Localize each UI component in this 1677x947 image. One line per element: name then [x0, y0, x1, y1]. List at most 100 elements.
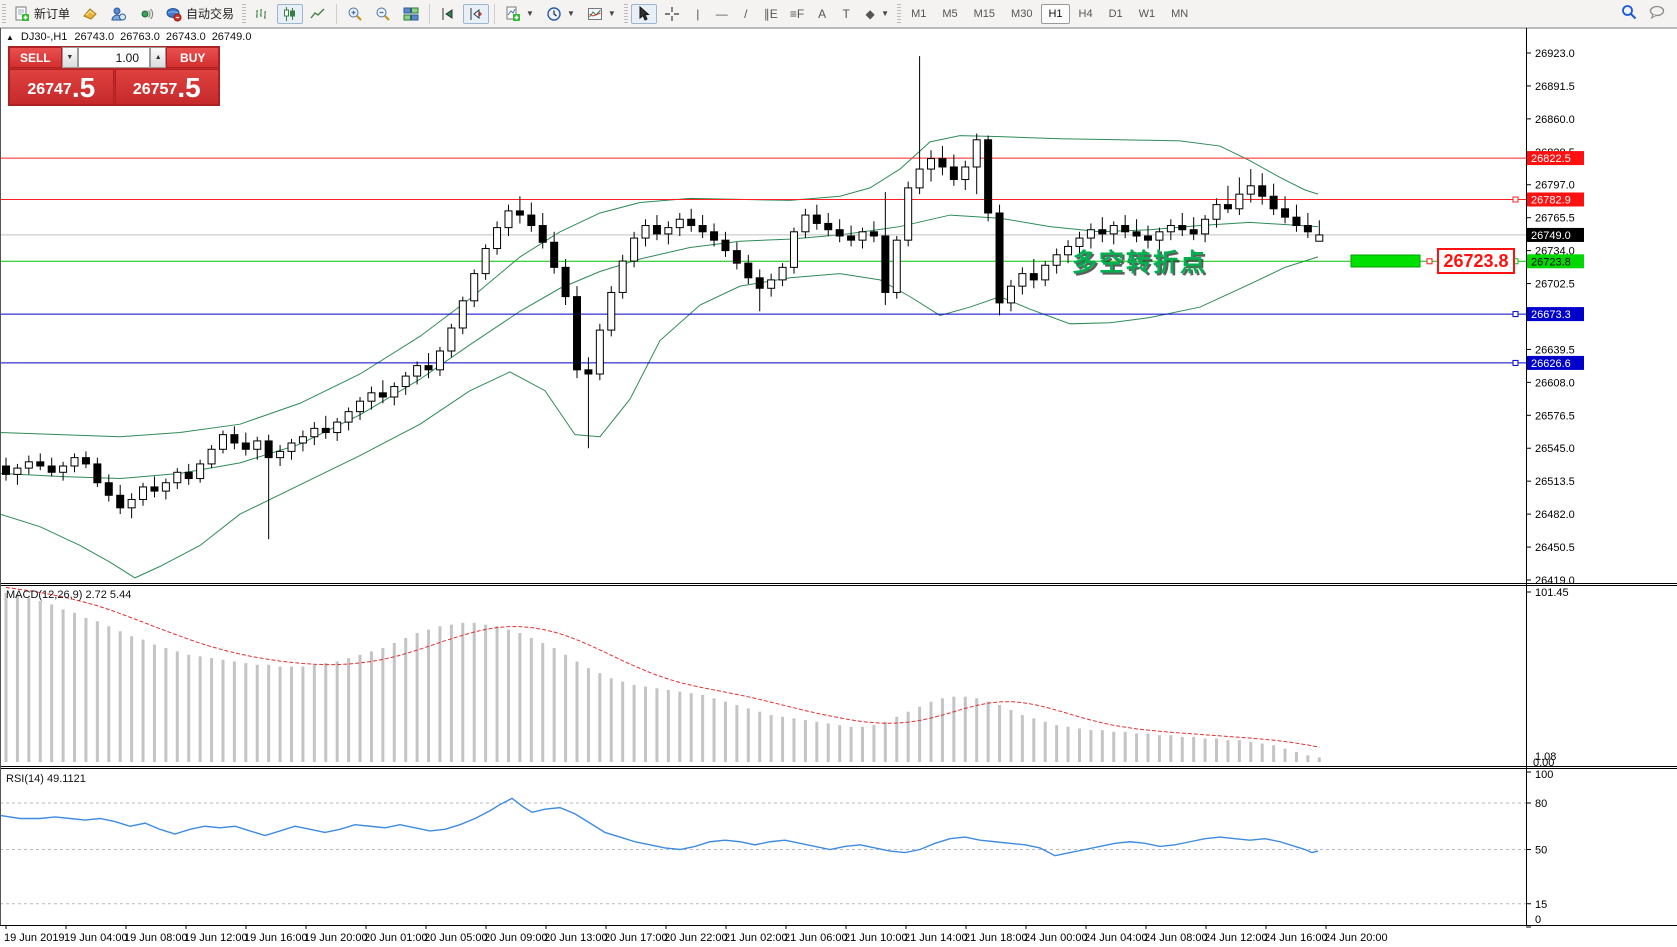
new-order-button[interactable]: 新订单	[9, 4, 75, 24]
line-chart-icon	[310, 8, 325, 18]
level-lines-layer[interactable]	[0, 157, 1526, 366]
price-marker-box	[1527, 227, 1584, 242]
toolbar-grip[interactable]	[2, 3, 6, 24]
price-callout-label[interactable]: 26723.8	[1437, 248, 1515, 274]
tile-windows-button[interactable]	[398, 4, 424, 24]
timeframe-h1-button[interactable]: H1	[1041, 3, 1070, 24]
price-axis[interactable]: 26923.026891.526860.026828.526797.026765…	[1526, 48, 1584, 587]
fibonacci-retracement-tool-button[interactable]: ≡F	[785, 4, 809, 24]
bear-candle	[264, 440, 273, 459]
chat-button[interactable]	[1644, 2, 1670, 22]
auto-scroll-button[interactable]	[435, 4, 461, 24]
trendline-tool-button[interactable]: /	[735, 4, 757, 24]
price-marker-box	[1527, 307, 1584, 322]
sell-price-display[interactable]: 26747 .5	[9, 69, 114, 105]
time-tick-label: 19 Jun 16:00	[244, 932, 308, 944]
volume-decrease-button[interactable]: ▼	[61, 47, 78, 68]
text-label-icon: T	[842, 6, 850, 21]
cursor-tool-button[interactable]	[630, 3, 657, 24]
line-chart-button[interactable]	[305, 4, 331, 24]
indicators-button[interactable]: ▼	[500, 4, 539, 24]
add-indicator-icon	[506, 6, 521, 21]
arrows-icon: ◆	[865, 6, 875, 21]
bar-chart-button[interactable]	[249, 4, 275, 24]
bull-candle	[493, 227, 502, 250]
macd-axis-zero: 0.00	[1533, 757, 1554, 769]
bull-candle	[675, 218, 684, 229]
bull-candle	[927, 158, 936, 170]
chart-text-annotation[interactable]: 多空转折点	[1072, 249, 1208, 277]
bear-candle	[150, 486, 159, 492]
timeframe-m15-button[interactable]: M15	[973, 7, 996, 20]
buy-button[interactable]: BUY	[166, 47, 219, 68]
profile-button[interactable]	[105, 4, 131, 24]
bull-candle	[356, 400, 365, 413]
chart-title: ▲ DJ30-,H1 26743.0 26763.0 26743.0 26749…	[6, 31, 251, 43]
buy-price-display[interactable]: 26757 .5	[114, 69, 219, 105]
timeframe-m1-button[interactable]: M1	[911, 7, 927, 20]
bull-candle	[139, 486, 148, 500]
bollinger-lower-band	[0, 256, 1319, 579]
bull-candle	[789, 231, 798, 268]
bear-candle	[573, 296, 581, 371]
crosshair-tool-button[interactable]	[659, 4, 685, 24]
time-tick-label: 24 Jun 12:00	[1204, 932, 1268, 944]
equidistant-channel-tool-button[interactable]: ∥E	[759, 4, 783, 24]
rsi-axis-label: 80	[1535, 798, 1547, 810]
one-click-trading-panel: SELL ▼ ▲ BUY 26747 .5 26757 .5	[8, 46, 220, 106]
timeframe-m5-button[interactable]: M5	[942, 7, 958, 20]
templates-button[interactable]: ▼	[582, 4, 621, 24]
bear-candle	[1292, 216, 1301, 227]
periods-button[interactable]: ▼	[541, 4, 580, 24]
search-button[interactable]	[1616, 2, 1642, 22]
dropdown-arrow-icon: ▼	[566, 9, 575, 18]
bull-candle	[310, 427, 319, 438]
vertical-line-tool-button[interactable]: |	[687, 4, 709, 24]
crosshair-icon	[664, 6, 679, 21]
callout-anchor-handle[interactable]	[1426, 258, 1433, 265]
broadcast-button[interactable]	[133, 4, 159, 24]
drawing-tools-group: | — / ∥E ≡F A T ◆ ▼	[630, 3, 895, 24]
ohlc-open: 26743.0	[74, 31, 115, 43]
toolbar-grip[interactable]	[897, 3, 902, 24]
candlestick-chart-button[interactable]	[277, 3, 304, 24]
bear-candle	[652, 225, 661, 235]
bear-candle	[515, 210, 524, 216]
rsi-axis-label: 0	[1535, 914, 1541, 926]
auto-trading-button[interactable]: 自动交易	[161, 4, 239, 24]
collapse-triangle-icon[interactable]: ▲	[6, 32, 14, 42]
toolbar-grip[interactable]	[242, 3, 247, 24]
timeframe-w1-button[interactable]: W1	[1138, 7, 1156, 20]
sell-price-main: 26747	[27, 81, 72, 98]
sell-button[interactable]: SELL	[9, 47, 62, 68]
volume-increase-button[interactable]: ▲	[150, 47, 167, 68]
volume-input[interactable]	[78, 47, 150, 68]
bull-candle	[344, 411, 353, 423]
timeframe-h4-button[interactable]: H4	[1078, 7, 1093, 20]
time-tick-label: 19 Jun 04:00	[64, 932, 128, 944]
arrows-tool-button[interactable]: ◆ ▼	[859, 4, 894, 24]
bear-candle	[93, 463, 102, 484]
bear-candle	[424, 365, 433, 371]
bear-candle	[1098, 229, 1107, 235]
zoom-out-button[interactable]	[370, 4, 396, 24]
highlight-rectangle-object[interactable]	[1350, 254, 1421, 268]
timeframe-m30-button[interactable]: M30	[1011, 7, 1033, 20]
timeframe-mn-button[interactable]: MN	[1171, 7, 1189, 20]
zoom-in-button[interactable]	[342, 4, 368, 24]
toolbar-grip[interactable]	[623, 3, 628, 24]
text-tool-button[interactable]: A	[811, 4, 833, 24]
price-tick-label: 26860.0	[1535, 114, 1575, 126]
chart-shift-icon	[470, 7, 483, 20]
market-watch-button[interactable]	[77, 4, 103, 24]
text-label-tool-button[interactable]: T	[835, 4, 857, 24]
bull-candle	[401, 375, 410, 388]
chart-shift-button[interactable]	[463, 3, 490, 24]
timeframe-group: M1 M5 M15 M30 H1 H4 D1 W1 MN	[903, 3, 1196, 24]
horizontal-line-tool-button[interactable]: —	[711, 4, 733, 24]
timeframe-d1-button[interactable]: D1	[1108, 7, 1123, 20]
bull-candle	[218, 434, 227, 450]
